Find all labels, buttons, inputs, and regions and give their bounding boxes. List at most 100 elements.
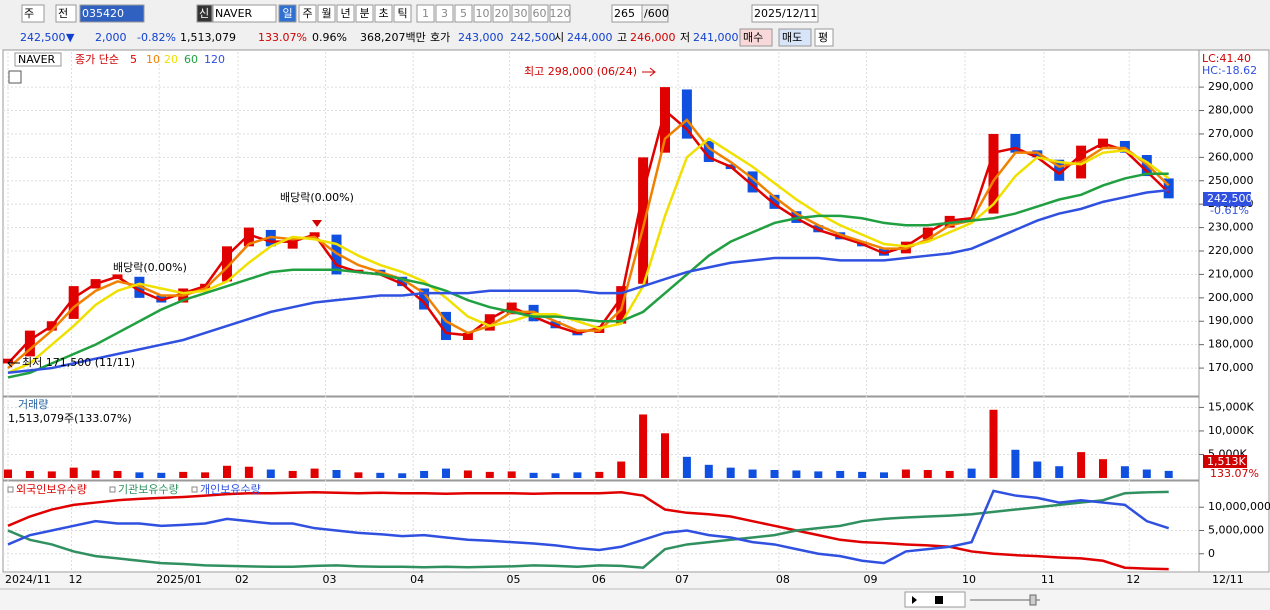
y-tick-label: 210,000	[1208, 267, 1254, 280]
x-tick-label: 12	[1126, 573, 1140, 586]
quote-item: 저	[680, 31, 690, 44]
calc-icon[interactable]	[8, 70, 22, 84]
volume-bar	[157, 472, 166, 478]
volume-bar	[201, 472, 210, 478]
holding-line	[7, 490, 1169, 570]
play-icon[interactable]	[912, 596, 917, 604]
price-tag: 242,500	[1207, 192, 1253, 205]
x-tick-label: 04	[410, 573, 424, 586]
y-tick-label: 180,000	[1208, 338, 1254, 351]
legend-entry: 5	[130, 53, 137, 66]
toolbar-button[interactable]	[55, 4, 77, 23]
toolbar-label[interactable]: 신	[199, 7, 209, 20]
toolbar-button[interactable]	[196, 4, 213, 23]
quote-item: 133.07%	[258, 31, 307, 44]
volume-pct: 133.07%	[1210, 467, 1259, 480]
toolbar-label[interactable]: 30	[514, 7, 528, 20]
moving-average	[7, 172, 1169, 379]
toolbar-button[interactable]	[641, 4, 669, 23]
x-tick-label: 2024/11	[5, 573, 51, 586]
quote-item[interactable]: 평	[818, 31, 828, 44]
toolbar-label[interactable]: NAVER	[215, 7, 253, 20]
annotation: 최저 171,500 (11/11)	[22, 356, 135, 369]
volume-bar	[967, 468, 976, 478]
toolbar-label[interactable]: 5	[460, 7, 467, 20]
annotation-arrow	[7, 358, 20, 368]
quote-item: 246,000	[630, 31, 676, 44]
toolbar-label[interactable]: 2025/12/11	[754, 7, 817, 20]
toolbar-label[interactable]: 120	[550, 7, 571, 20]
stop-icon[interactable]	[935, 596, 943, 604]
toolbar-label[interactable]: 265	[614, 7, 635, 20]
volume-bar	[420, 470, 429, 478]
quote-item: 243,000	[458, 31, 504, 44]
y-tick-label: 260,000	[1208, 150, 1254, 163]
annotation: 최고 298,000 (06/24)	[524, 65, 637, 78]
toolbar-label[interactable]: 분	[359, 7, 369, 20]
toolbar-label[interactable]: 20	[495, 7, 509, 20]
toolbar-button[interactable]	[298, 4, 317, 23]
volume-bar	[288, 470, 297, 478]
order-button[interactable]	[739, 28, 773, 47]
toolbar-button[interactable]	[336, 4, 355, 23]
toolbar-button[interactable]	[511, 4, 530, 23]
toolbar-button[interactable]	[492, 4, 511, 23]
panel	[2, 396, 1200, 481]
y-tick-label: 250,000	[1208, 174, 1254, 187]
toolbar-button[interactable]	[416, 4, 435, 23]
toolbar-button[interactable]	[79, 4, 145, 23]
toolbar-button[interactable]	[278, 4, 297, 23]
volume-bar	[69, 467, 78, 478]
y-tick-label: 270,000	[1208, 127, 1254, 140]
toolbar-label[interactable]: 주	[24, 7, 34, 20]
dividend-marker	[312, 220, 322, 227]
candle	[681, 89, 692, 139]
zoom-handle[interactable]	[1029, 594, 1037, 606]
toolbar-button[interactable]	[454, 4, 473, 23]
toolbar-label[interactable]: 틱	[397, 7, 407, 20]
toolbar-label[interactable]: 초	[378, 7, 388, 20]
volume-bar	[880, 472, 888, 478]
toolbar-label[interactable]: 년	[340, 7, 350, 20]
toolbar-button[interactable]	[530, 4, 549, 23]
toolbar-label[interactable]: 주	[302, 7, 312, 20]
toolbar-button[interactable]	[21, 4, 45, 23]
quote-item: 고	[617, 31, 627, 44]
toolbar-label[interactable]: 60	[533, 7, 547, 20]
toolbar-button[interactable]	[435, 4, 454, 23]
toolbar-label[interactable]: 일	[282, 6, 292, 20]
volume-bar	[4, 469, 12, 478]
toolbar-label[interactable]: 035420	[82, 7, 124, 20]
toolbar-label[interactable]: 10	[476, 7, 490, 20]
volume-bar	[858, 471, 867, 478]
legend-swatch	[7, 486, 14, 493]
toolbar-label[interactable]: 월	[321, 7, 331, 20]
toolbar-button[interactable]	[549, 4, 571, 23]
quote-item[interactable]: 매도	[782, 31, 802, 44]
order-button[interactable]	[814, 28, 834, 47]
toolbar-button[interactable]	[473, 4, 492, 23]
toolbar-button[interactable]	[317, 4, 336, 23]
toolbar-label[interactable]: /600	[644, 7, 669, 20]
lc-label: LC:41.40	[1202, 52, 1251, 65]
chart-subtitle: 종가 단순	[75, 53, 119, 66]
candle	[1054, 159, 1065, 181]
toolbar-button[interactable]	[355, 4, 374, 23]
toolbar-button[interactable]	[393, 4, 412, 23]
toolbar-label[interactable]: 1	[422, 7, 429, 20]
candle	[243, 227, 254, 247]
volume-bar	[792, 470, 801, 478]
volume-bar	[244, 466, 253, 478]
volume-bar	[463, 470, 472, 478]
x-tick-label: 07	[675, 573, 689, 586]
x-tick-label: 06	[592, 573, 606, 586]
volume-bar	[113, 470, 122, 478]
toolbar-button[interactable]	[374, 4, 393, 23]
y-tick-label: 10,000,000	[1208, 500, 1270, 513]
order-button[interactable]	[778, 28, 812, 47]
quote-item[interactable]: 매수	[743, 31, 763, 44]
toolbar-label[interactable]: 전	[58, 7, 68, 20]
toolbar-label[interactable]: 3	[441, 7, 448, 20]
toolbar-button[interactable]	[751, 4, 819, 23]
toolbar-button[interactable]	[212, 4, 277, 23]
